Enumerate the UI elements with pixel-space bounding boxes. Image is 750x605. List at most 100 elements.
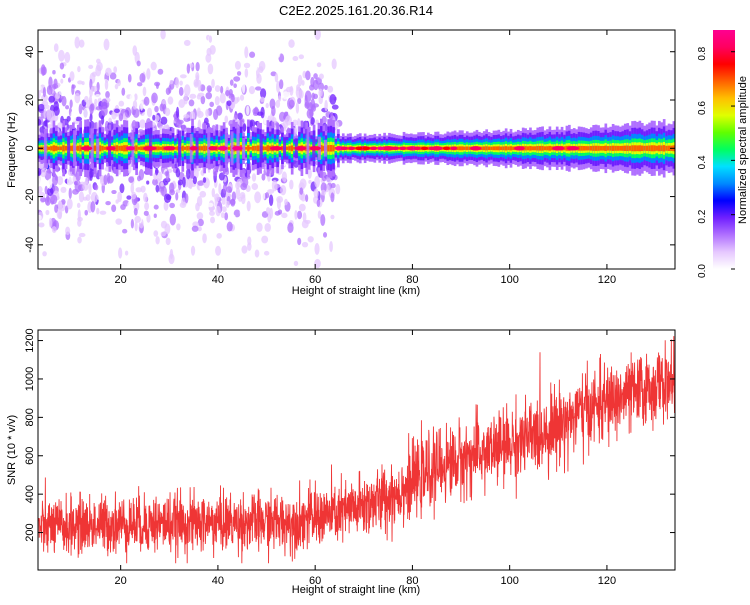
heatmap-cell — [247, 145, 250, 152]
heatmap-cell — [463, 74, 467, 80]
heatmap-hot-spot — [309, 146, 321, 151]
heatmap-cell — [285, 146, 289, 150]
heatmap-cell — [58, 85, 65, 96]
heatmap-cell — [288, 236, 296, 243]
heatmap-cell — [208, 35, 213, 43]
heatmap-cell — [234, 60, 241, 70]
heatmap-cell — [638, 145, 642, 152]
heatmap-cell — [464, 175, 468, 181]
heatmap-cell — [184, 193, 189, 204]
heatmap-cell — [196, 195, 203, 207]
heatmap-cell — [70, 111, 75, 120]
heatmap-cell — [74, 92, 81, 104]
heatmap-y-axis: -40 -20 0 20 40 — [24, 46, 675, 253]
heatmap-cell — [54, 204, 58, 213]
heatmap-cell — [175, 106, 180, 118]
heatmap-cell — [195, 71, 200, 81]
x-tick-label: 20 — [115, 274, 127, 286]
heatmap-cell — [71, 84, 75, 96]
heatmap-cell — [205, 146, 209, 151]
heatmap-cell — [154, 105, 159, 113]
heatmap-cell — [126, 195, 132, 200]
heatmap-cell — [211, 78, 215, 89]
heatmap-cell — [294, 209, 298, 220]
heatmap-cell — [140, 100, 144, 111]
heatmap-cell — [88, 183, 92, 196]
heatmap-cell — [40, 197, 47, 203]
heatmap-cell — [640, 145, 644, 152]
heatmap-cell — [259, 88, 267, 99]
heatmap-cell — [288, 39, 295, 48]
heatmap-cell — [143, 192, 148, 203]
heatmap-cell — [291, 119, 299, 127]
heatmap-cell — [41, 66, 47, 76]
x-tick-label: 40 — [212, 575, 224, 587]
heatmap-cell — [48, 95, 56, 103]
heatmap-cell — [643, 145, 647, 151]
heatmap-cell — [64, 51, 71, 64]
heatmap-hot-spot — [294, 146, 307, 151]
heatmap-cell — [239, 192, 246, 199]
heatmap-cell — [602, 146, 605, 151]
heatmap-cell — [660, 145, 664, 152]
heatmap-cell — [332, 145, 335, 152]
heatmap-cell — [626, 145, 630, 152]
colorbar-tick-label: 0.6 — [697, 101, 708, 115]
heatmap-cell — [48, 217, 53, 228]
heatmap-cell — [265, 103, 269, 109]
heatmap-cell — [121, 87, 126, 96]
heatmap-cell — [585, 146, 588, 151]
heatmap-cell — [243, 62, 251, 69]
heatmap-cell — [619, 224, 623, 230]
heatmap-cell — [225, 200, 230, 208]
heatmap-cell — [327, 85, 334, 93]
heatmap-cell — [214, 85, 221, 93]
heatmap-cell — [163, 200, 169, 211]
heatmap-hot-spot — [208, 146, 218, 151]
heatmap-cell — [353, 183, 357, 189]
heatmap-cell — [209, 101, 215, 108]
y-tick-label: 600 — [24, 447, 36, 465]
heatmap-cell — [101, 145, 104, 151]
heatmap-hot-spot — [399, 146, 407, 151]
heatmap-cell — [597, 145, 600, 151]
heatmap-cell — [463, 146, 467, 150]
heatmap-cell — [282, 91, 290, 100]
heatmap-cell — [38, 214, 42, 221]
heatmap-cell — [136, 60, 141, 67]
heatmap-cell — [134, 93, 138, 101]
heatmap-cell — [38, 99, 42, 105]
heatmap-cell — [334, 121, 340, 129]
heatmap-cell — [155, 82, 159, 89]
heatmap-cell — [115, 145, 119, 152]
heatmap-cell — [418, 186, 422, 192]
heatmap-cell — [511, 111, 515, 117]
heatmap-cell — [589, 104, 593, 110]
heatmap-cell — [256, 145, 260, 152]
heatmap-cell — [197, 218, 204, 227]
x-tick-label: 120 — [598, 575, 616, 587]
heatmap-cell — [321, 115, 327, 125]
heatmap-cell — [51, 226, 57, 234]
colorbar — [713, 30, 735, 269]
heatmap-cell — [480, 146, 484, 150]
heatmap-cell — [59, 62, 65, 70]
heatmap-cell — [78, 191, 85, 203]
heatmap-cell — [247, 236, 252, 246]
x-tick-label: 60 — [309, 274, 321, 286]
heatmap-cell — [536, 146, 540, 151]
heatmap-cell — [215, 245, 222, 256]
heatmap-cell — [177, 119, 184, 125]
heatmap-cell — [160, 181, 164, 187]
colorbar-tick-label: 0.8 — [697, 46, 708, 60]
heatmap-cell — [146, 213, 151, 223]
heatmap-cell — [316, 199, 321, 207]
heatmap-cell — [140, 146, 143, 151]
heatmap-cell — [504, 146, 508, 151]
heatmap-cell — [288, 146, 292, 151]
heatmap-cell — [330, 111, 334, 120]
heatmap-cell — [170, 237, 178, 243]
heatmap-cell — [134, 221, 138, 232]
heatmap-cell — [47, 187, 54, 196]
heatmap-cell — [164, 223, 171, 235]
